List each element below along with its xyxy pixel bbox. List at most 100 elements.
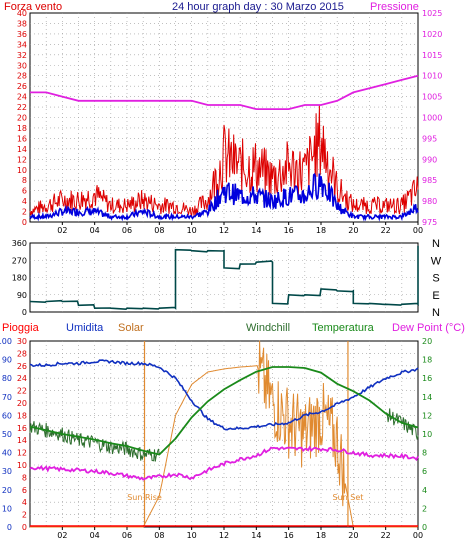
wind-tick-label: 20: [17, 114, 27, 123]
direction-tick-label: 0: [22, 308, 27, 317]
wind-tick-label: 6: [22, 187, 27, 196]
wind-tick-label: 2: [22, 208, 27, 217]
p3-time-tick: 00: [413, 531, 423, 540]
p1-time-tick: 12: [219, 226, 229, 235]
wind-tick-label: 22: [17, 103, 27, 112]
direction-tick-label: 270: [12, 256, 27, 265]
p1-time-tick: 06: [122, 226, 132, 235]
humidity-tick-label: 0: [7, 523, 12, 532]
p3-time-tick: 04: [90, 531, 100, 540]
legend-umidita: Umidita: [66, 322, 104, 334]
rain-tick-label: 30: [17, 337, 27, 346]
pressure-tick-label: 985: [422, 176, 437, 185]
p3-time-tick: 14: [251, 531, 261, 540]
pressure-tick-label: 980: [422, 197, 437, 206]
direction-tick-label: 180: [12, 274, 27, 283]
compass-label: N: [432, 307, 440, 319]
p3-time-tick: 08: [154, 531, 164, 540]
temp-tick-label: 10: [422, 430, 432, 439]
humidity-line: [29, 359, 419, 431]
legend-pioggia: Pioggia: [2, 322, 40, 334]
rain-tick-label: 28: [17, 349, 27, 358]
wind-direction-line: [29, 245, 419, 311]
bottom-legend: Pioggia Umidita Solar Windchill Temperat…: [2, 322, 465, 334]
wind-tick-label: 10: [17, 166, 27, 175]
humidity-tick-label: 50: [2, 430, 12, 439]
pressure-tick-label: 1000: [422, 114, 442, 123]
wind-avg-line: [29, 172, 419, 222]
temp-tick-label: 8: [422, 449, 427, 458]
wind-tick-label: 4: [22, 197, 27, 206]
humidity-tick-label: 40: [2, 449, 12, 458]
rain-tick-label: 26: [17, 362, 27, 371]
rain-tick-label: 20: [17, 399, 27, 408]
rain-tick-label: 4: [22, 498, 27, 507]
wind-tick-label: 16: [17, 134, 27, 143]
humidity-tick-label: 60: [2, 411, 12, 420]
humidity-tick-label: 20: [2, 486, 12, 495]
wind-pressure-panel: 0246810121416182022242628303234363840975…: [17, 9, 443, 235]
temp-tick-label: 2: [422, 504, 427, 513]
wind-tick-label: 26: [17, 82, 27, 91]
p1-time-tick: 18: [316, 226, 326, 235]
rain-tick-label: 6: [22, 486, 27, 495]
dewpoint-line: [29, 445, 419, 481]
compass-label: S: [432, 273, 439, 285]
compass-label: N: [432, 238, 440, 250]
wind-tick-label: 32: [17, 51, 27, 60]
p1-time-tick: 14: [251, 226, 261, 235]
humidity-tick-label: 100: [0, 337, 12, 346]
humidity-tick-label: 30: [2, 467, 12, 476]
wind-tick-label: 14: [17, 145, 27, 154]
p1-time-tick: 16: [284, 226, 294, 235]
rain-tick-label: 16: [17, 424, 27, 433]
wind-tick-label: 0: [22, 218, 27, 227]
legend-dewpoint: Dew Point (°C): [392, 322, 465, 334]
pressure-tick-label: 1025: [422, 9, 442, 18]
p3-time-tick: 10: [187, 531, 197, 540]
rain-tick-label: 2: [22, 511, 27, 520]
pressure-tick-label: 995: [422, 134, 437, 143]
temp-tick-label: 14: [422, 393, 432, 402]
temp-tick-label: 6: [422, 467, 427, 476]
temp-tick-label: 4: [422, 486, 427, 495]
rain-tick-label: 8: [22, 473, 27, 482]
rain-tick-label: 14: [17, 436, 27, 445]
p3-time-tick: 02: [57, 531, 67, 540]
p3-time-tick: 12: [219, 531, 229, 540]
wind-tick-label: 38: [17, 19, 27, 28]
chart-title: 24 hour graph day : 30 Marzo 2015: [172, 1, 344, 13]
p1-time-tick: 00: [413, 226, 423, 235]
wind-tick-label: 34: [17, 40, 27, 49]
compass-label: E: [432, 290, 439, 302]
pressure-line: [30, 74, 419, 110]
legend-windchill: Windchill: [246, 322, 290, 334]
p1-time-tick: 22: [381, 226, 391, 235]
humidity-tick-label: 10: [2, 504, 12, 513]
wind-axis-title: Forza vento: [4, 1, 62, 13]
rain-tick-label: 22: [17, 387, 27, 396]
rain-tick-label: 24: [17, 374, 27, 383]
wind-tick-label: 8: [22, 176, 27, 185]
legend-temperatura: Temperatura: [312, 322, 375, 334]
p3-time-tick: 18: [316, 531, 326, 540]
p1-time-tick: 08: [154, 226, 164, 235]
rain-tick-label: 0: [22, 523, 27, 532]
p1-time-tick: 20: [348, 226, 358, 235]
pressure-axis-title: Pressione: [370, 1, 419, 13]
wind-tick-label: 36: [17, 30, 27, 39]
p3-time-tick: 16: [284, 531, 294, 540]
humidity-tick-label: 80: [2, 374, 12, 383]
p1-time-tick: 02: [57, 226, 67, 235]
sun-rise-label: Sun Rise: [127, 493, 162, 502]
rain-tick-label: 10: [17, 461, 27, 470]
pressure-tick-label: 1005: [422, 93, 442, 102]
wind-tick-label: 18: [17, 124, 27, 133]
pressure-tick-label: 1020: [422, 30, 442, 39]
p1-time-tick: 10: [187, 226, 197, 235]
temp-tick-label: 20: [422, 337, 432, 346]
pressure-tick-label: 975: [422, 218, 437, 227]
wind-tick-label: 40: [17, 9, 27, 18]
direction-tick-label: 90: [17, 291, 27, 300]
